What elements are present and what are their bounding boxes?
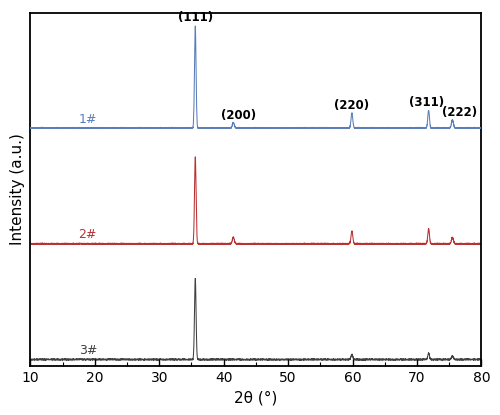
Text: (311): (311) (409, 96, 444, 110)
Text: (222): (222) (442, 106, 477, 119)
Y-axis label: Intensity (a.u.): Intensity (a.u.) (10, 133, 24, 245)
Text: 3#: 3# (78, 344, 97, 357)
X-axis label: 2θ (°): 2θ (°) (234, 390, 278, 405)
Text: 1#: 1# (78, 112, 97, 126)
Text: (200): (200) (221, 109, 256, 122)
Text: (220): (220) (334, 99, 370, 112)
Text: (111): (111) (178, 11, 213, 24)
Text: 2#: 2# (78, 228, 97, 242)
